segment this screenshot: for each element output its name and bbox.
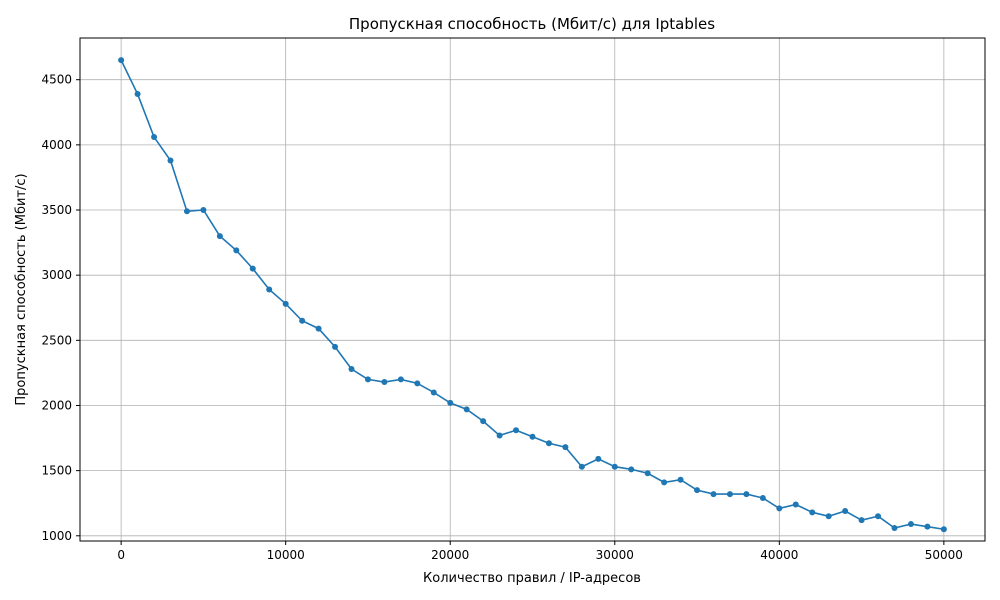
data-point xyxy=(726,491,733,498)
data-point xyxy=(792,501,799,508)
data-point xyxy=(545,440,552,447)
y-tick-label: 3500 xyxy=(41,203,72,217)
plot-area xyxy=(79,37,986,542)
y-tick-label: 2000 xyxy=(41,398,72,412)
data-point xyxy=(825,513,832,520)
data-point xyxy=(513,427,520,434)
data-point xyxy=(233,247,240,254)
data-point xyxy=(332,343,339,350)
data-point xyxy=(776,505,783,512)
data-point xyxy=(924,523,931,530)
x-tick-label: 40000 xyxy=(760,548,798,562)
data-point xyxy=(397,376,404,383)
data-point xyxy=(430,389,437,396)
data-point xyxy=(463,406,470,413)
data-point xyxy=(661,479,668,486)
data-point xyxy=(447,399,454,406)
grid xyxy=(80,38,985,541)
data-point xyxy=(151,134,158,141)
data-point xyxy=(118,57,125,64)
data-point xyxy=(364,376,371,383)
y-tick-label: 2500 xyxy=(41,333,72,347)
x-tick-label: 50000 xyxy=(925,548,963,562)
data-point xyxy=(677,476,684,483)
data-point xyxy=(562,444,569,451)
data-point xyxy=(381,379,388,386)
series-line xyxy=(120,59,944,531)
x-axis-title: Количество правил / IP-адресов xyxy=(423,571,641,586)
data-point xyxy=(299,317,306,324)
y-axis-title: Пропускная способность (Мбит/с) xyxy=(14,173,29,405)
data-point xyxy=(414,380,421,387)
data-point xyxy=(858,517,865,524)
data-point xyxy=(183,208,190,215)
data-point xyxy=(480,418,487,425)
series-markers xyxy=(118,57,947,533)
data-point xyxy=(842,508,849,515)
y-axis: 1000 1500 2000 2500 3000 3500 4000 4500 xyxy=(41,73,80,543)
y-tick-label: 1500 xyxy=(41,464,72,478)
x-axis: 0 10000 20000 30000 40000 50000 xyxy=(117,541,963,562)
x-tick-label: 0 xyxy=(117,548,125,562)
data-point xyxy=(167,157,174,164)
chart-title: Пропускная способность (Мбит/с) для Ipta… xyxy=(349,15,715,33)
data-point xyxy=(249,265,256,272)
y-tick-label: 4000 xyxy=(41,138,72,152)
data-point xyxy=(710,491,717,498)
data-point xyxy=(595,455,602,462)
data-point xyxy=(809,509,816,516)
data-point xyxy=(875,513,882,520)
data-point xyxy=(282,300,289,307)
data-point xyxy=(694,487,701,494)
data-point xyxy=(891,524,898,531)
x-tick-label: 20000 xyxy=(431,548,469,562)
data-point xyxy=(907,521,914,528)
data-point xyxy=(611,463,618,470)
y-tick-label: 1000 xyxy=(41,529,72,543)
y-tick-label: 4500 xyxy=(41,73,72,87)
data-point xyxy=(529,433,536,440)
data-point xyxy=(216,233,223,240)
data-point xyxy=(315,325,322,332)
x-tick-label: 30000 xyxy=(596,548,634,562)
data-point xyxy=(628,466,635,473)
data-point xyxy=(578,463,585,470)
data-point xyxy=(496,432,503,439)
y-tick-label: 3000 xyxy=(41,268,72,282)
data-point xyxy=(266,286,273,293)
data-point xyxy=(743,491,750,498)
x-tick-label: 10000 xyxy=(267,548,305,562)
data-point xyxy=(759,495,766,501)
data-point xyxy=(134,91,141,98)
data-point xyxy=(644,470,651,477)
data-point xyxy=(348,365,355,372)
data-point xyxy=(200,207,207,214)
data-point xyxy=(940,526,947,533)
